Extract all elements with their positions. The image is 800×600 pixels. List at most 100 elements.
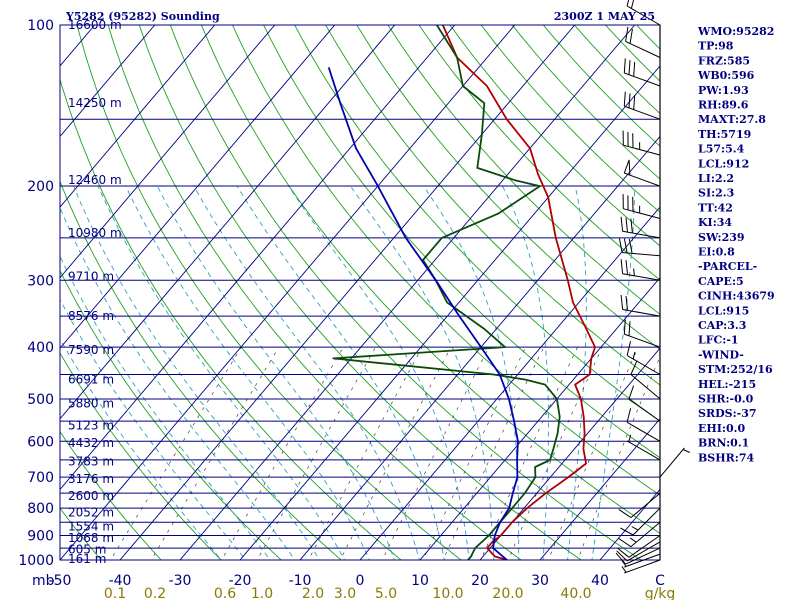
- wind-barb: [620, 294, 661, 317]
- isotherm: [60, 25, 396, 420]
- wind-barb: [618, 238, 661, 257]
- wind-barb: [626, 0, 661, 26]
- wind-barb: [620, 507, 661, 536]
- mixing-ratio-label: g/kg: [645, 586, 676, 600]
- isotherm: [239, 65, 660, 560]
- height-label: 2600 m: [68, 489, 114, 503]
- index-value: TH:5719: [698, 128, 751, 141]
- dry-adiabat: [325, 25, 660, 386]
- dry-adiabat: [60, 77, 402, 560]
- index-value: SHR:-0.0: [698, 393, 754, 406]
- index-value: SW:239: [698, 231, 745, 244]
- wind-barb: [623, 91, 661, 120]
- mixing-ratio-line: [381, 346, 490, 560]
- mixing-ratio-label: 3.0: [334, 586, 356, 600]
- mixing-ratio-line: [507, 346, 603, 560]
- wind-barb: [623, 58, 661, 87]
- mixing-ratio-label: 5.0: [375, 586, 397, 600]
- pressure-label: 400: [27, 340, 54, 356]
- height-label: 1068 m: [68, 531, 114, 545]
- isotherm: [60, 25, 516, 560]
- moist-adiabat: [73, 185, 321, 560]
- index-value: SI:2.3: [698, 187, 734, 200]
- temperature-label: C: [655, 573, 665, 589]
- dry-adiabat: [138, 25, 582, 560]
- index-value: CAP:3.3: [698, 319, 746, 332]
- dry-adiabat: [169, 25, 642, 560]
- mixing-ratio-line: [577, 355, 660, 560]
- dry-adiabat: [387, 25, 660, 316]
- wind-barb: [617, 535, 661, 558]
- height-label: 161 m: [68, 552, 106, 566]
- isotherm: [299, 135, 660, 560]
- index-value: -PARCEL-: [698, 260, 757, 273]
- index-value: HEL:-215: [698, 378, 756, 391]
- index-value: KI:34: [698, 216, 732, 229]
- temperature-label: -50: [49, 573, 72, 589]
- dry-adiabat: [60, 180, 342, 560]
- height-label: 4432 m: [68, 436, 114, 450]
- height-label: 2052 m: [68, 505, 114, 519]
- mixing-ratio-label: 0.1: [104, 586, 126, 600]
- height-label: 1554 m: [68, 519, 114, 533]
- height-label: 3783 m: [68, 455, 114, 469]
- temperature-label: 10: [411, 573, 429, 589]
- isotherm: [119, 25, 576, 560]
- dry-adiabat: [263, 25, 660, 459]
- height-label: 5123 m: [68, 418, 114, 432]
- moist-adiabat: [288, 185, 470, 560]
- height-label: 605 m: [68, 542, 106, 556]
- dry-adiabat: [76, 25, 462, 560]
- wind-barb: [618, 521, 661, 548]
- isotherm: [60, 25, 456, 491]
- moist-adiabat: [423, 185, 520, 560]
- isotherm: [60, 25, 336, 349]
- wind-barb: [622, 194, 661, 219]
- isotherm: [60, 25, 216, 208]
- index-value: EHI:0.0: [698, 422, 745, 435]
- mixing-ratio-label: 2.0: [302, 586, 324, 600]
- pressure-label: 500: [27, 392, 54, 408]
- wind-barb: [623, 159, 661, 187]
- index-value: CINH:43679: [698, 290, 775, 303]
- mixing-ratio-line: [256, 346, 377, 560]
- index-value: EI:0.8: [698, 246, 735, 259]
- moist-adiabat: [156, 185, 395, 560]
- moist-adiabat: [97, 185, 346, 560]
- height-label: 5880 m: [68, 397, 114, 411]
- dry-adiabat: [60, 507, 102, 560]
- profile-lines: [327, 25, 596, 560]
- isotherm: [60, 25, 156, 138]
- temperature-line: [441, 25, 596, 560]
- isotherm: [60, 25, 276, 279]
- mixing-ratio-line: [442, 346, 545, 560]
- index-value: MAXT:27.8: [698, 113, 766, 126]
- mixing-ratio-label: 40.0: [560, 586, 591, 600]
- height-label: 8576 m: [68, 309, 114, 323]
- mixing-ratio-label: 0.6: [214, 586, 236, 600]
- wind-barb: [626, 434, 661, 461]
- wind-barb: [626, 408, 661, 442]
- mixing-ratio-label: 20.0: [492, 586, 523, 600]
- index-value: BRN:0.1: [698, 437, 749, 450]
- wind-barb: [625, 26, 661, 58]
- temperature-label: -40: [109, 573, 132, 589]
- height-label: 12460 m: [68, 173, 122, 187]
- index-value: WMO:95282: [697, 25, 774, 38]
- index-value: LI:2.2: [698, 172, 734, 185]
- isotherm: [179, 25, 636, 560]
- moist-adiabat: [60, 298, 247, 560]
- temperature-label: -30: [169, 573, 192, 589]
- mixing-ratio-label: 0.2: [144, 586, 166, 600]
- index-value: LFC:-1: [698, 334, 739, 347]
- mixing-ratio-line: [339, 346, 452, 560]
- isotherm: [479, 347, 660, 560]
- index-value: WB0:596: [697, 69, 755, 82]
- sounding-time: 2300Z 1 MAY 25: [554, 10, 655, 23]
- moist-adiabat: [60, 337, 222, 560]
- parcel-line: [327, 67, 519, 560]
- dry-adiabat: [232, 25, 660, 496]
- dry-adiabat: [449, 25, 660, 247]
- temperature-label: 20: [471, 573, 489, 589]
